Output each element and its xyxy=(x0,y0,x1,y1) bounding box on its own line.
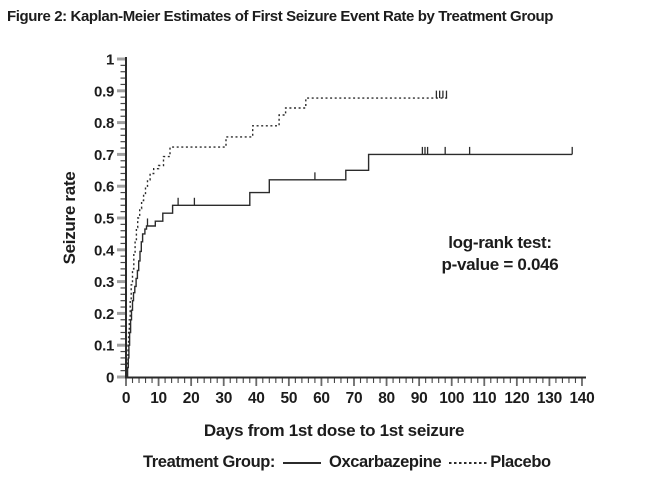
x-tick-label: 130 xyxy=(537,390,562,407)
x-tick-label: 40 xyxy=(248,390,265,407)
x-tick-label: 100 xyxy=(439,390,464,407)
solid-line-sample xyxy=(283,461,322,464)
legend-label-placebo: Placebo xyxy=(490,453,551,471)
x-tick-label: 140 xyxy=(569,390,594,407)
y-tick-label: 0.7 xyxy=(94,147,114,164)
annotation-line-2: p-value = 0.046 xyxy=(441,255,559,274)
x-tick-label: 60 xyxy=(313,390,330,407)
x-tick-label: 10 xyxy=(150,390,167,407)
y-tick-label: 0.8 xyxy=(94,115,114,132)
figure-title: Figure 2: Kaplan-Meier Estimates of Firs… xyxy=(7,8,554,25)
y-axis-title: Seizure rate xyxy=(60,171,79,265)
x-tick-label: 70 xyxy=(346,390,363,407)
y-tick-label: 0.9 xyxy=(94,83,114,100)
x-axis-title: Days from 1st dose to 1st seizure xyxy=(203,421,465,440)
x-tick-label: 30 xyxy=(215,390,232,407)
y-tick-label: 0.5 xyxy=(94,211,114,228)
x-tick-label: 50 xyxy=(281,390,298,407)
y-tick-label: 0 xyxy=(106,370,114,387)
y-tick-label: 0.3 xyxy=(94,274,114,291)
x-tick-label: 120 xyxy=(504,390,529,407)
legend-title: Treatment Group: xyxy=(143,453,276,471)
x-tick-label: 20 xyxy=(183,390,200,407)
log-rank-annotation: log-rank test: p-value = 0.046 xyxy=(442,232,559,276)
annotation-line-1: log-rank test: xyxy=(448,233,552,252)
x-tick-label: 80 xyxy=(378,390,395,407)
legend-label-oxcarbazepine: Oxcarbazepine xyxy=(329,453,442,471)
y-tick-label: 1 xyxy=(106,52,114,69)
y-tick-label: 0.2 xyxy=(94,306,114,323)
x-tick-label: 110 xyxy=(472,390,496,407)
x-tick-label: 90 xyxy=(411,390,428,407)
dotted-line-sample xyxy=(449,461,490,464)
chart-legend: Treatment Group: Oxcarbazepine Placebo xyxy=(143,453,551,472)
y-tick-label: 0.4 xyxy=(94,242,115,259)
y-tick-label: 0.6 xyxy=(94,179,114,196)
y-tick-label: 0.1 xyxy=(94,338,114,355)
x-tick-label: 0 xyxy=(122,390,130,407)
series-curve-placebo xyxy=(126,97,448,378)
